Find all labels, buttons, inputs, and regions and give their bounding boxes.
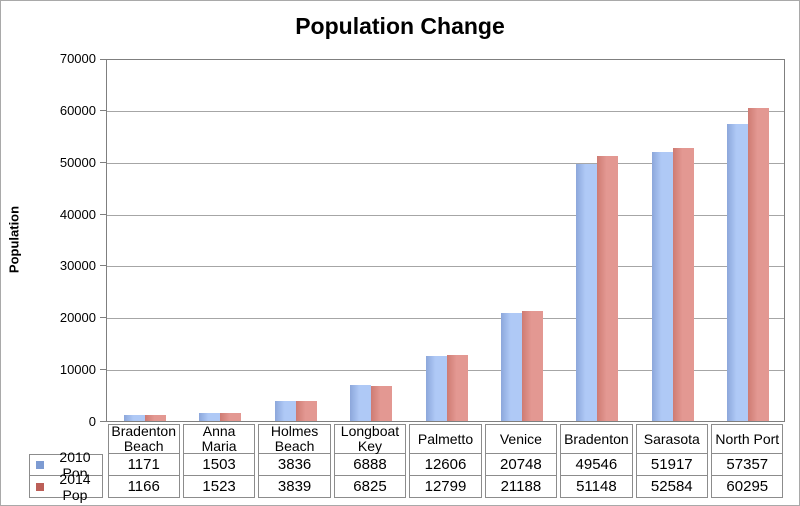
table-value: 6825: [333, 476, 407, 498]
table-value: 49546: [560, 454, 633, 476]
legend-key-icon: [36, 482, 44, 491]
table-value: 3839: [258, 476, 331, 498]
y-axis-tick: [100, 369, 106, 371]
table-header-longboat-key: Longboat Key: [333, 424, 407, 454]
y-axis-tick: [100, 265, 106, 267]
table-header-bradenton: Bradenton: [560, 424, 633, 454]
bar-2014-pop-venice: [522, 311, 543, 421]
table-value: 12799: [409, 476, 482, 498]
table-value: 1523: [182, 476, 256, 498]
table-header-venice: Venice: [484, 424, 558, 454]
bar-2014-pop-bradenton: [597, 156, 618, 421]
bar-2010-pop-palmetto: [426, 356, 447, 421]
table-value: 6888: [333, 454, 407, 476]
y-tick-label: 10000: [59, 362, 96, 378]
bar-2010-pop-anna-maria: [199, 413, 220, 421]
table-value: 51917: [635, 454, 708, 476]
gridline: [107, 318, 784, 320]
y-axis-tick: [100, 213, 106, 215]
y-axis-title: Population: [6, 205, 22, 274]
gridline: [107, 162, 784, 164]
table-value: 57357: [711, 454, 784, 476]
bar-2014-pop-anna-maria: [220, 413, 241, 421]
legend-label: 2014 Pop: [59, 470, 91, 503]
legend-item-2014-pop: 2014 Pop: [29, 471, 103, 503]
y-axis-tick: [100, 317, 106, 319]
plot-area: [106, 59, 785, 422]
table-value: 1171: [107, 454, 180, 476]
y-tick-label: 20000: [59, 310, 96, 326]
bar-2010-pop-sarasota: [652, 152, 673, 421]
y-tick-label: 0: [88, 414, 96, 429]
table-value: 51148: [560, 476, 633, 498]
y-tick-label: 70000: [59, 51, 96, 66]
bar-2010-pop-north-port: [727, 124, 748, 421]
y-axis-tick: [100, 161, 106, 163]
legend-key-icon: [36, 461, 44, 469]
chart-title: Population Change: [295, 13, 505, 39]
y-axis-tick: [100, 59, 106, 60]
bar-2014-pop-holmes-beach: [296, 401, 317, 421]
table-value: 1166: [107, 476, 180, 498]
table-value: 3836: [258, 454, 331, 476]
table-value: 1503: [182, 454, 256, 476]
gridline: [107, 110, 784, 112]
bar-2014-pop-longboat-key: [371, 386, 392, 421]
y-axis-tick: [100, 109, 106, 111]
y-tick-label: 60000: [59, 102, 96, 118]
table-header-sarasota: Sarasota: [635, 424, 708, 454]
table-header-north-port: North Port: [711, 424, 784, 454]
bar-2010-pop-longboat-key: [350, 385, 371, 421]
gridline: [107, 266, 784, 268]
table-value: 60295: [711, 476, 784, 498]
table-value: 20748: [484, 454, 558, 476]
table-value: 12606: [409, 454, 482, 476]
y-axis-tick: [100, 421, 106, 422]
y-tick-label: 50000: [59, 154, 96, 170]
y-tick-label: 40000: [59, 206, 96, 222]
gridline: [107, 214, 784, 216]
bar-2014-pop-palmetto: [447, 355, 468, 421]
bar-2010-pop-bradenton-beach: [124, 415, 145, 421]
bar-2010-pop-venice: [501, 313, 522, 421]
table-header-anna-maria: Anna Maria: [182, 424, 256, 454]
bar-2014-pop-bradenton-beach: [145, 415, 166, 421]
table-header-palmetto: Palmetto: [409, 424, 482, 454]
bar-2010-pop-bradenton: [576, 164, 597, 421]
table-value: 52584: [635, 476, 708, 498]
y-tick-label: 30000: [59, 258, 96, 274]
bar-2014-pop-north-port: [748, 108, 769, 421]
table-header-bradenton-beach: Bradenton Beach: [107, 424, 180, 454]
bar-2014-pop-sarasota: [673, 148, 694, 421]
table-header-holmes-beach: Holmes Beach: [258, 424, 331, 454]
bar-2010-pop-holmes-beach: [275, 401, 296, 421]
table-value: 21188: [484, 476, 558, 498]
